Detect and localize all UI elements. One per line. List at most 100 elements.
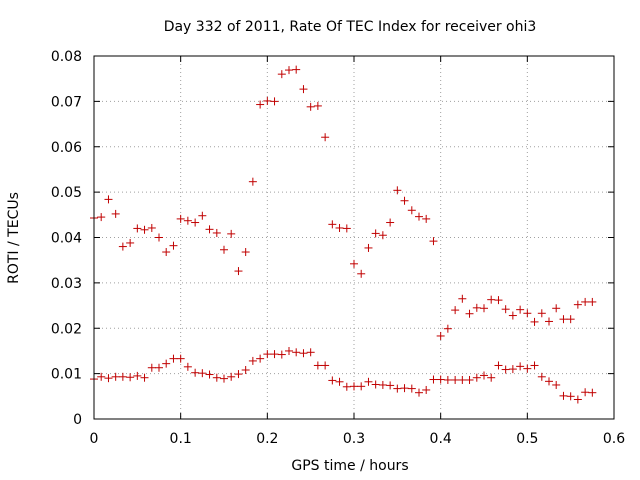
data-point xyxy=(364,377,373,386)
data-point xyxy=(111,209,120,218)
data-point xyxy=(422,214,431,223)
data-point xyxy=(429,375,438,384)
data-point xyxy=(357,269,366,278)
y-tick-label: 0.03 xyxy=(51,276,82,292)
y-tick-label: 0.05 xyxy=(51,185,82,201)
data-point xyxy=(147,223,156,232)
y-tick-label: 0 xyxy=(73,412,82,428)
data-point xyxy=(523,309,532,318)
data-point xyxy=(472,373,481,382)
data-point xyxy=(386,218,395,227)
data-point xyxy=(299,349,308,358)
data-point xyxy=(118,242,127,251)
x-tick-label: 0.6 xyxy=(603,431,625,447)
data-point xyxy=(516,362,525,371)
chart-title: Day 332 of 2011, Rate Of TEC Index for r… xyxy=(164,19,537,35)
data-points xyxy=(90,65,597,404)
data-point xyxy=(407,206,416,215)
data-point xyxy=(176,354,185,363)
data-point xyxy=(205,225,214,234)
data-point xyxy=(256,100,265,109)
data-point xyxy=(335,223,344,232)
data-point xyxy=(111,372,120,381)
data-point xyxy=(400,196,409,205)
y-axis-label: ROTI / TECUs xyxy=(6,192,22,284)
data-point xyxy=(501,365,510,374)
x-axis-ticks: 0 0.1 0.2 0.3 0.4 0.5 0.6 xyxy=(90,56,625,447)
data-point xyxy=(169,354,178,363)
data-point xyxy=(285,346,293,355)
data-point xyxy=(118,372,127,381)
y-tick-label: 0.04 xyxy=(51,231,82,247)
data-point xyxy=(357,382,366,391)
data-point xyxy=(552,304,561,313)
data-point xyxy=(545,317,553,326)
data-point xyxy=(328,220,337,229)
x-tick-label: 0.2 xyxy=(256,431,278,447)
data-point xyxy=(277,70,286,79)
data-point xyxy=(458,375,467,384)
y-axis-ticks: 0 0.01 0.02 0.03 0.04 0.05 0.06 0.07 0.08 xyxy=(51,49,614,428)
data-point xyxy=(220,245,228,254)
data-point xyxy=(378,380,387,389)
data-point xyxy=(256,354,265,363)
data-point xyxy=(573,300,582,309)
data-point xyxy=(176,214,185,223)
data-point xyxy=(97,372,106,381)
data-point xyxy=(393,384,402,393)
data-point xyxy=(155,363,163,372)
data-point xyxy=(241,248,250,257)
data-point xyxy=(342,382,351,391)
data-point xyxy=(566,392,575,401)
data-point xyxy=(436,375,445,384)
data-point xyxy=(277,350,286,359)
data-point xyxy=(227,229,236,238)
data-point xyxy=(335,377,344,386)
data-point xyxy=(248,356,257,365)
data-point xyxy=(393,186,402,195)
data-point xyxy=(306,348,315,357)
data-point xyxy=(97,213,106,222)
data-point xyxy=(263,350,272,359)
grid-lines xyxy=(94,56,614,419)
data-point xyxy=(552,380,561,389)
y-tick-label: 0.06 xyxy=(51,140,82,156)
data-point xyxy=(162,359,171,368)
data-point xyxy=(162,248,171,257)
data-point xyxy=(133,371,142,380)
data-point xyxy=(378,231,387,240)
data-point xyxy=(465,309,474,318)
data-point xyxy=(588,388,597,397)
data-point xyxy=(248,177,257,186)
data-point xyxy=(147,363,156,372)
data-point xyxy=(313,361,322,370)
data-point xyxy=(472,303,481,312)
data-point xyxy=(443,324,452,333)
data-point xyxy=(407,384,416,393)
data-point xyxy=(371,229,380,238)
data-point xyxy=(559,391,568,400)
x-tick-label: 0.4 xyxy=(430,431,452,447)
data-point xyxy=(429,237,438,246)
data-point xyxy=(364,243,373,252)
data-point xyxy=(559,315,568,324)
data-point xyxy=(306,102,315,111)
data-point xyxy=(508,365,517,374)
data-point xyxy=(400,384,409,393)
x-tick-label: 0.3 xyxy=(343,431,365,447)
data-point xyxy=(501,305,510,314)
data-point xyxy=(487,373,496,382)
data-point xyxy=(581,388,590,397)
data-point xyxy=(451,375,460,384)
data-point xyxy=(537,372,546,381)
data-point xyxy=(270,350,279,359)
data-point xyxy=(104,374,113,383)
data-point xyxy=(212,228,221,237)
data-point xyxy=(516,305,525,314)
data-point xyxy=(169,241,178,250)
data-point xyxy=(350,382,358,391)
data-point xyxy=(155,233,163,242)
y-tick-label: 0.02 xyxy=(51,321,82,337)
data-point xyxy=(227,372,236,381)
